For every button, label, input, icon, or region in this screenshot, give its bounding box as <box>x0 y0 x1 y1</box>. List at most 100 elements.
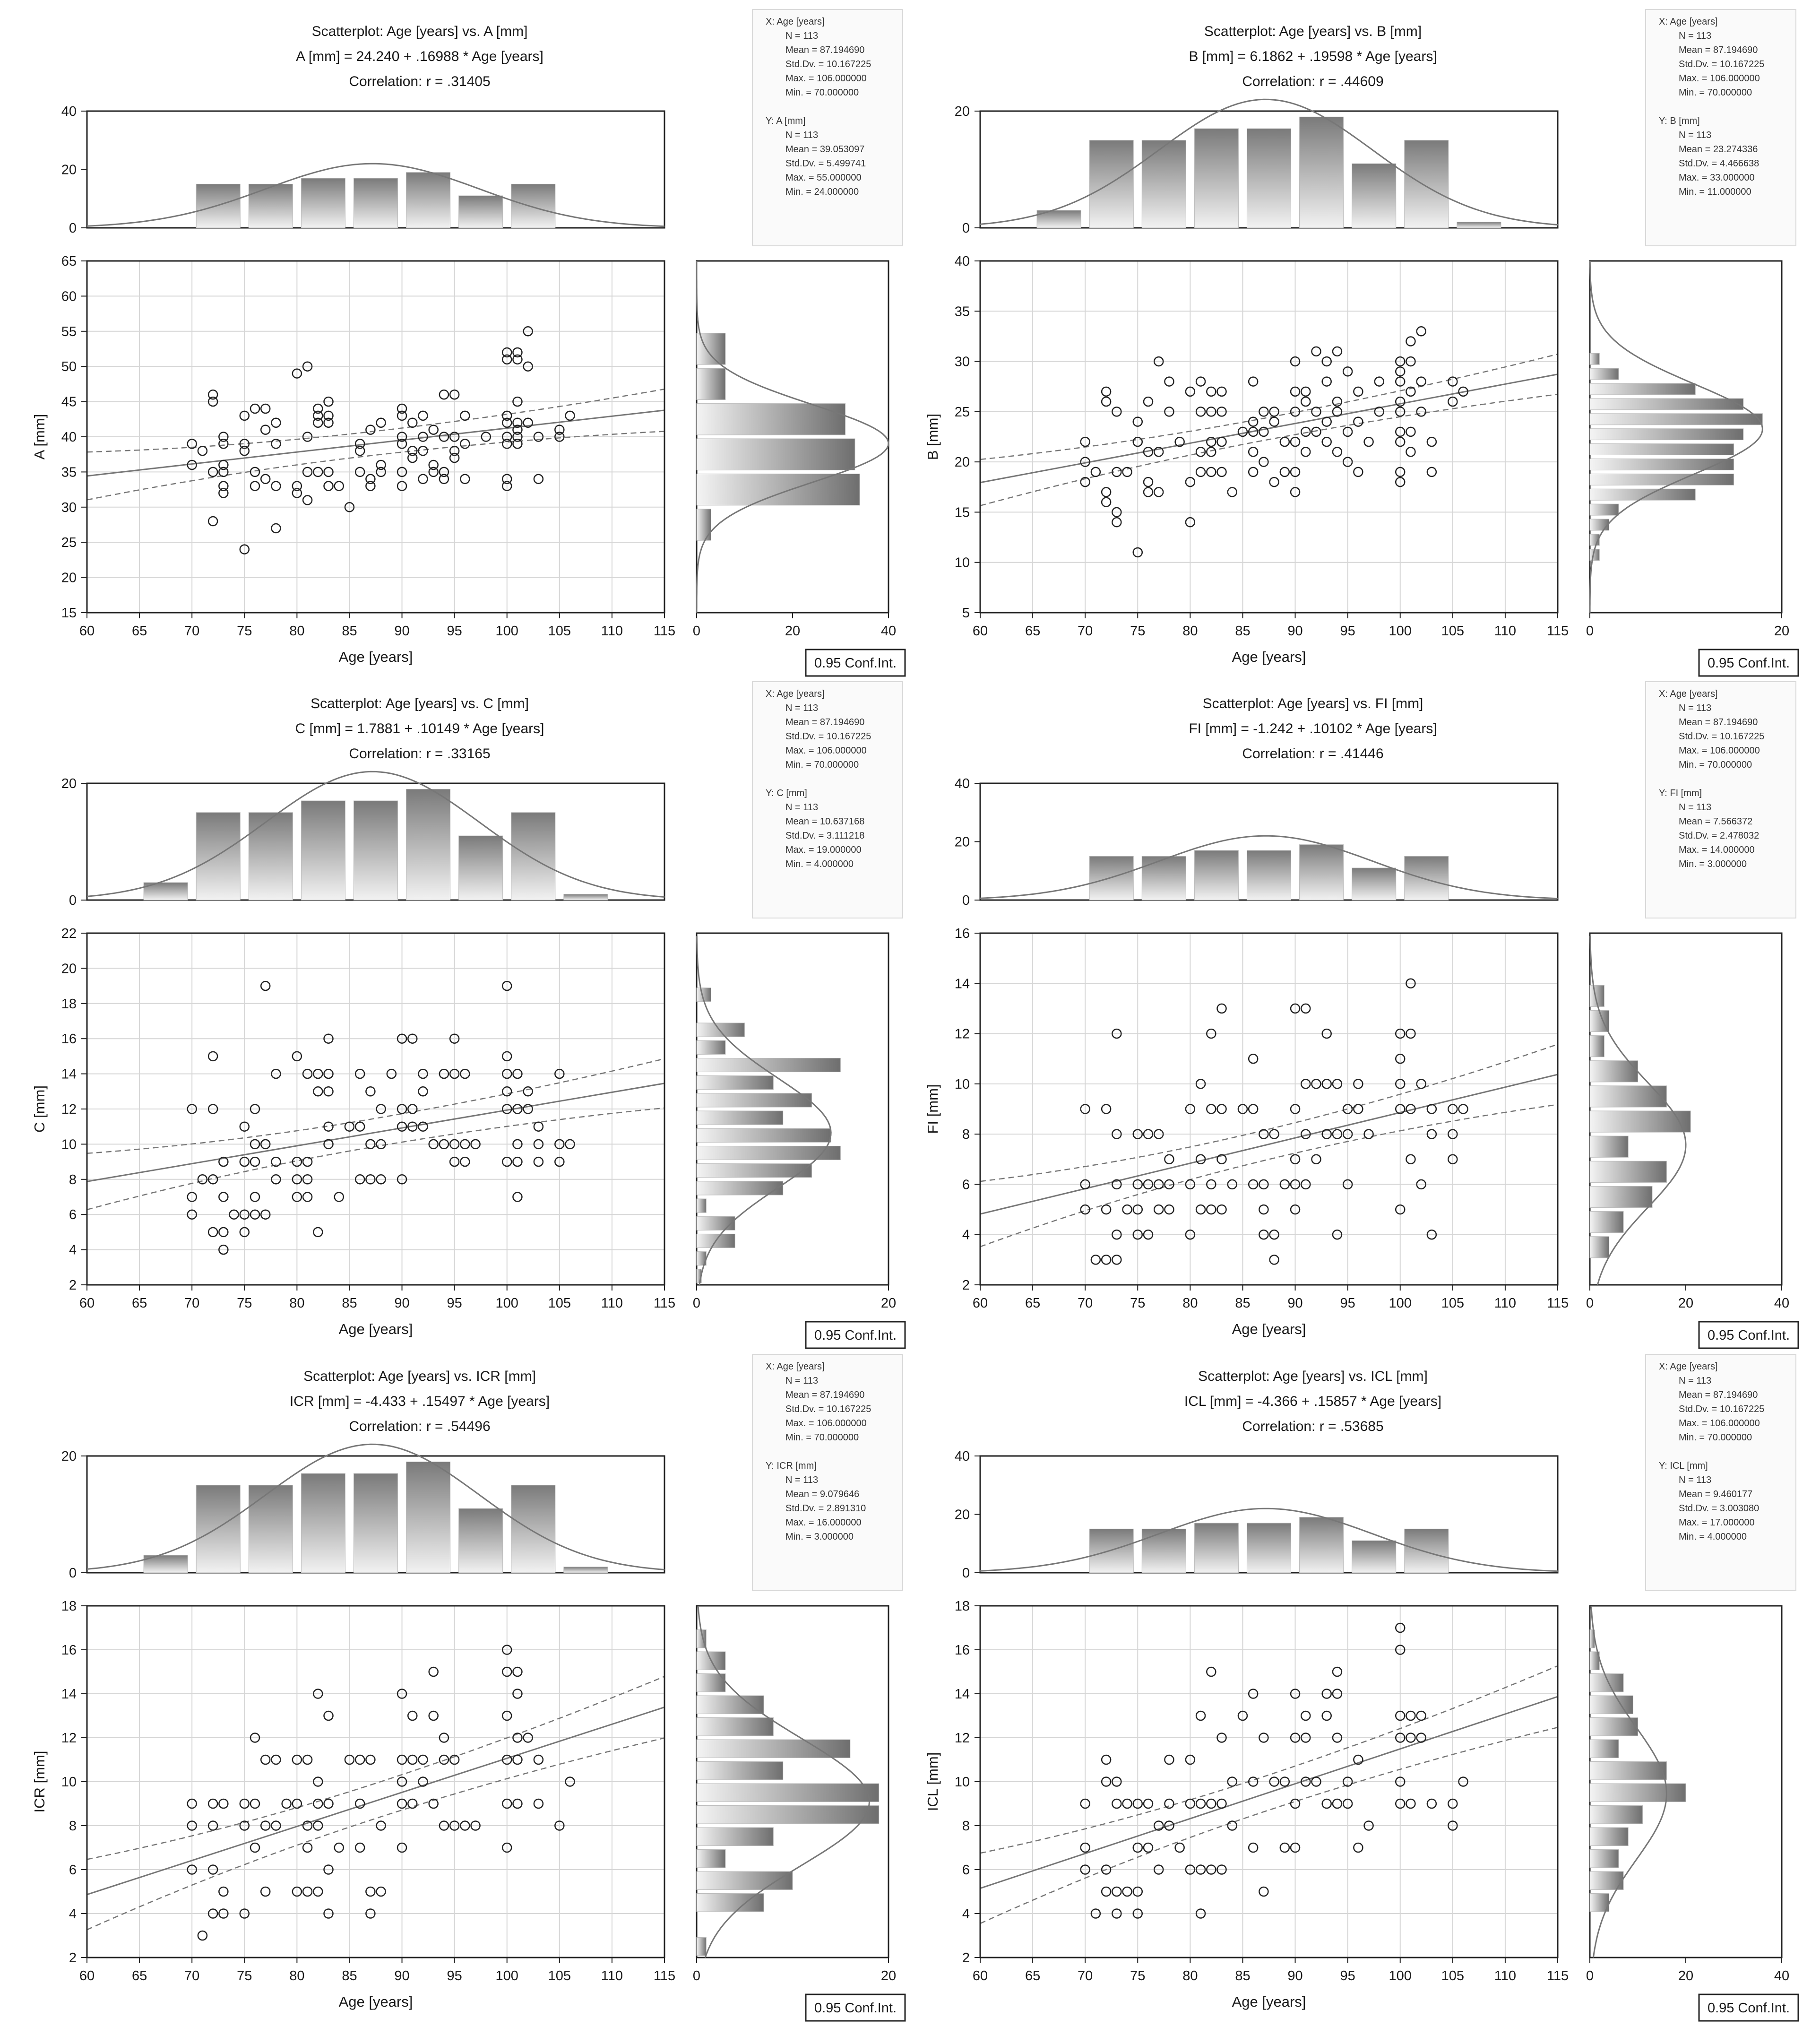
side-hist-bar <box>1589 1827 1629 1846</box>
data-point <box>554 1139 565 1150</box>
data-point <box>470 1820 481 1831</box>
stats-line: Max. = 55.000000 <box>785 173 862 183</box>
data-point <box>1342 1104 1353 1114</box>
top-hist-bar <box>1194 128 1239 228</box>
stats-line: Std.Dv. = 10.167225 <box>1679 731 1764 742</box>
top-hist-bar <box>353 1473 398 1573</box>
x-axis-label: Age [years] <box>1232 1321 1306 1337</box>
y-tick-label: 2 <box>69 1950 77 1966</box>
side-hist-bar <box>1589 1695 1633 1714</box>
y-tick-label: 14 <box>955 1687 970 1702</box>
y-tick-label: 20 <box>61 961 77 976</box>
data-point <box>460 1068 470 1079</box>
data-point <box>1416 1079 1426 1089</box>
data-point <box>449 452 460 463</box>
stats-line: Min. = 3.000000 <box>1679 859 1747 869</box>
stats-line: Std.Dv. = 3.003080 <box>1679 1503 1759 1514</box>
data-point <box>1290 1104 1301 1114</box>
chart-panel-1: Scatterplot: Age [years] vs. A [mm] A [mm… <box>31 9 906 677</box>
x-tick-label: 80 <box>289 624 304 639</box>
data-point <box>1185 1179 1196 1190</box>
top-hist-tick-label: 0 <box>69 1566 77 1581</box>
confidence-band-lower <box>87 431 664 501</box>
data-point <box>565 1139 575 1150</box>
data-point <box>1216 1864 1227 1875</box>
data-point <box>365 1174 376 1185</box>
data-point <box>354 1068 365 1079</box>
data-point <box>1195 1710 1206 1721</box>
data-point <box>1395 407 1406 417</box>
data-point <box>218 459 229 470</box>
top-hist-tick-label: 0 <box>962 1566 970 1581</box>
data-point <box>501 980 512 991</box>
data-point <box>449 1068 460 1079</box>
y-tick-label: 16 <box>61 1643 77 1658</box>
data-point <box>239 1121 250 1132</box>
regression-line <box>980 373 1558 484</box>
data-point <box>554 425 565 435</box>
regression-line <box>87 409 664 477</box>
data-point <box>1080 436 1090 447</box>
data-point <box>1248 1104 1259 1114</box>
stats-line: Mean = 87.194690 <box>785 1390 864 1400</box>
data-point <box>1101 1754 1112 1765</box>
regression-equation: FI [mm] = -1.242 + .10102 * Age [years] <box>1189 721 1437 736</box>
side-hist-tick-label: 0 <box>1586 1968 1594 1984</box>
side-hist-tick-label: 20 <box>881 1296 896 1311</box>
data-point <box>207 1820 218 1831</box>
conf-int-legend <box>1698 649 1799 677</box>
data-point <box>323 481 334 491</box>
data-point <box>1353 416 1363 427</box>
data-point <box>1143 447 1154 457</box>
conf-int-legend <box>1698 1321 1799 1349</box>
top-hist-bar <box>1141 1528 1186 1573</box>
side-hist-bar <box>1589 519 1610 531</box>
stats-line: Mean = 10.637168 <box>785 816 864 827</box>
data-point <box>533 474 544 485</box>
data-point <box>1321 1079 1332 1089</box>
data-point <box>323 1908 334 1919</box>
data-point <box>250 1798 260 1809</box>
top-hist-bar <box>248 183 293 228</box>
data-point <box>313 403 323 414</box>
data-point <box>439 432 449 442</box>
data-point <box>197 446 208 456</box>
data-point <box>260 1754 271 1765</box>
data-point <box>302 1886 313 1897</box>
data-point <box>1216 467 1227 477</box>
data-point <box>481 432 492 442</box>
top-hist-bar <box>196 812 241 901</box>
regression-equation: A [mm] = 24.240 + .16988 * Age [years] <box>296 49 543 64</box>
stats-line: Max. = 106.000000 <box>1679 73 1760 84</box>
data-point <box>197 1930 208 1941</box>
data-point <box>1395 1645 1406 1655</box>
data-point <box>1342 426 1353 437</box>
data-point <box>1269 1229 1279 1240</box>
top-hist-bar <box>458 835 503 901</box>
stats-line: N = 113 <box>1679 802 1711 813</box>
side-hist-bar <box>1589 383 1696 395</box>
data-point <box>197 1174 208 1185</box>
side-hist-bar <box>696 473 860 506</box>
stats-line: Std.Dv. = 10.167225 <box>1679 1404 1764 1414</box>
data-point <box>1248 1776 1259 1787</box>
data-point <box>512 1156 523 1167</box>
stats-line: N = 113 <box>785 703 818 713</box>
top-hist-bar <box>1141 140 1186 228</box>
data-point <box>1406 426 1416 437</box>
data-point <box>344 502 355 512</box>
top-hist-tick-label: 40 <box>61 104 77 119</box>
data-point <box>1112 407 1122 417</box>
stats-line: Min. = 70.000000 <box>785 87 859 98</box>
data-point <box>1112 1229 1122 1240</box>
data-point <box>1216 407 1227 417</box>
x-tick-label: 95 <box>1340 1968 1355 1984</box>
data-point <box>1216 1733 1227 1743</box>
data-point <box>1185 386 1196 397</box>
side-hist-bar <box>696 1163 812 1178</box>
y-tick-label: 45 <box>61 395 77 410</box>
y-tick-label: 25 <box>61 535 77 550</box>
y-tick-label: 6 <box>962 1177 970 1192</box>
data-point <box>218 432 229 442</box>
data-point <box>397 481 407 491</box>
